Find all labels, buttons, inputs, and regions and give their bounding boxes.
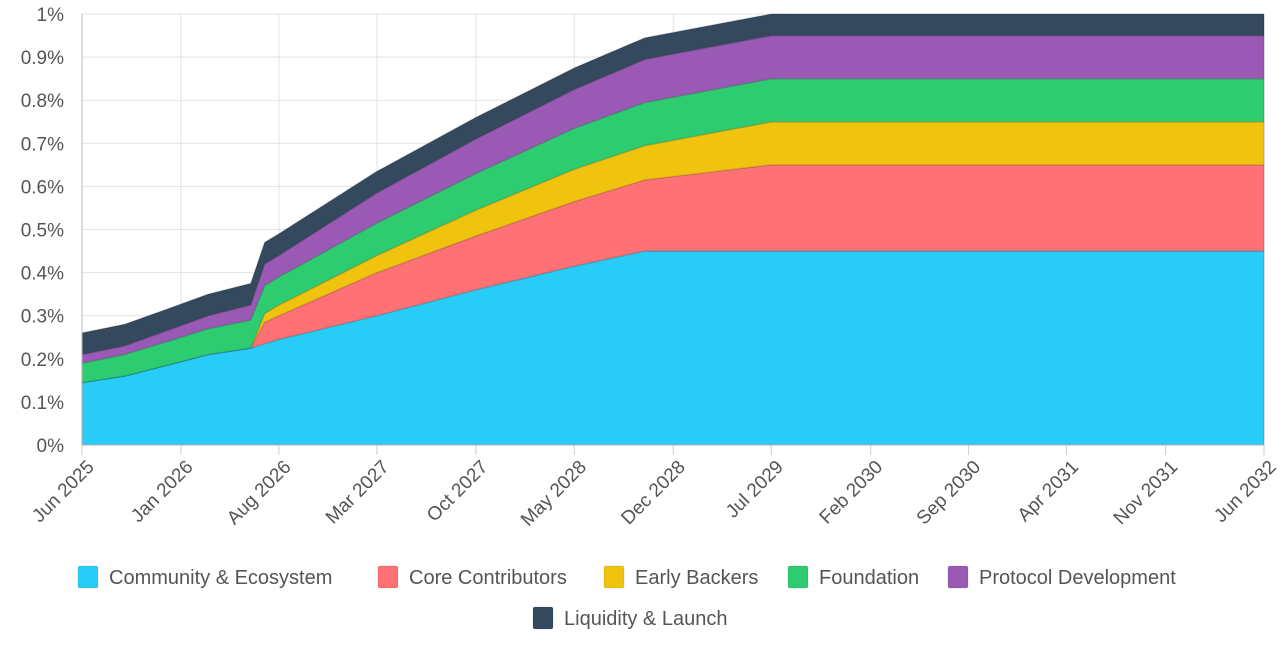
legend-swatch [377, 565, 399, 589]
y-tick-label: 0.9% [21, 48, 64, 69]
x-tick-label: Mar 2027 [322, 457, 394, 529]
x-tick-label: Oct 2027 [423, 457, 492, 526]
legend-item[interactable]: Foundation [787, 565, 919, 589]
y-tick-label: 0.8% [21, 91, 64, 112]
area-series-3 [81, 121, 1265, 384]
legend-swatch [603, 565, 625, 589]
x-tick-label: May 2028 [517, 457, 591, 531]
legend-item[interactable]: Core Contributors [377, 565, 567, 589]
x-tick-label: Jun 2032 [1210, 457, 1280, 527]
legend-label: Community & Ecosystem [109, 567, 332, 589]
legend-label: Protocol Development [979, 567, 1176, 589]
x-tick-label: Jun 2025 [28, 457, 98, 527]
legend-item[interactable]: Protocol Development [947, 565, 1176, 589]
legend-swatch [947, 565, 969, 589]
legend-swatch [787, 565, 809, 589]
legend-label: Early Backers [635, 567, 758, 589]
legend-label: Foundation [819, 567, 919, 589]
legend-item[interactable]: Liquidity & Launch [532, 606, 727, 630]
legend-label: Liquidity & Launch [564, 608, 727, 630]
legend-item[interactable]: Community & Ecosystem [77, 565, 332, 589]
legend: Community & Ecosystem Core Contributors Ea… [77, 565, 1176, 630]
x-tick-label: Dec 2028 [617, 457, 689, 529]
x-tick-label: Feb 2030 [816, 457, 888, 529]
legend-item[interactable]: Early Backers [603, 565, 758, 589]
x-tick-label: Jan 2026 [127, 457, 197, 527]
x-tick-label: Sep 2030 [913, 457, 985, 529]
legend-swatch [532, 606, 554, 630]
y-tick-label: 1% [37, 5, 65, 26]
y-tick-label: 0.7% [21, 134, 64, 155]
y-tick-label: 0.2% [21, 350, 64, 371]
area-series-6 [81, 13, 1265, 356]
y-tick-label: 0.5% [21, 221, 64, 242]
y-tick-label: 0.1% [21, 393, 64, 414]
legend-swatch [77, 565, 99, 589]
x-tick-label: Apr 2031 [1014, 457, 1083, 526]
x-tick-label: Aug 2026 [223, 457, 295, 529]
y-tick-label: 0.3% [21, 307, 64, 328]
x-tick-label: Nov 2031 [1110, 457, 1182, 529]
y-tick-label: 0% [37, 436, 65, 457]
x-tick-label: Jul 2029 [722, 457, 788, 523]
y-tick-label: 0.4% [21, 264, 64, 285]
legend-label: Core Contributors [409, 567, 567, 589]
series-areas [81, 13, 1265, 446]
y-tick-label: 0.6% [21, 177, 64, 198]
